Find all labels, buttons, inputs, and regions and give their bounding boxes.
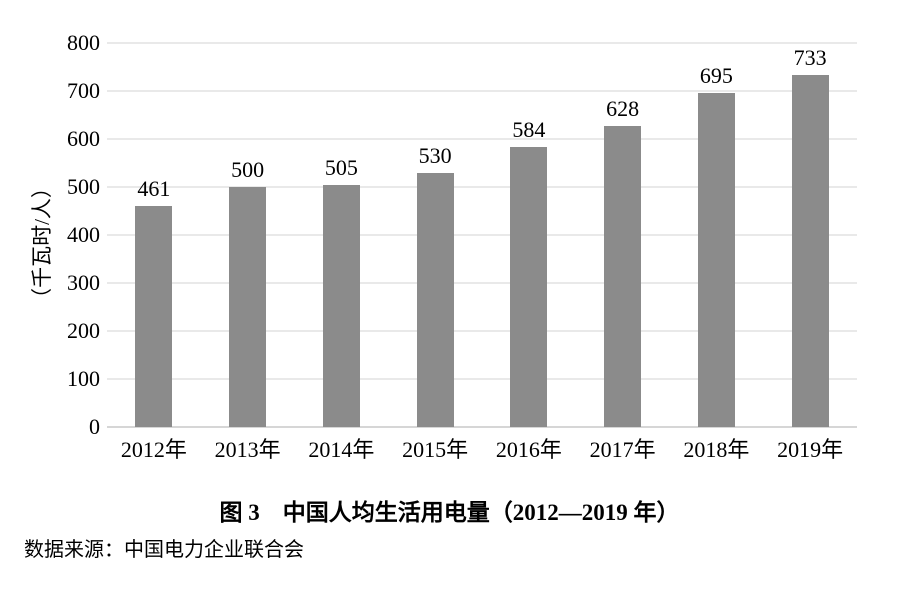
figure-caption: 图 3 中国人均生活用电量（2012—2019 年） xyxy=(219,500,680,525)
plot-area: 461 500 505 530 584 628 695 733 xyxy=(107,42,857,428)
bar-value-label: 505 xyxy=(324,155,358,180)
x-tick-label: 2013年 xyxy=(214,437,281,462)
y-tick-label: 600 xyxy=(67,126,100,151)
bar-value-label: 530 xyxy=(418,143,452,168)
gridline xyxy=(107,330,857,332)
bar-2016年 xyxy=(510,147,548,427)
bar-value-label: 628 xyxy=(606,96,640,121)
x-axis-line xyxy=(107,426,857,428)
gridline xyxy=(107,378,857,380)
x-tick-label: 2017年 xyxy=(589,437,656,462)
bar-2015年 xyxy=(416,173,454,427)
gridline xyxy=(107,186,857,188)
x-tick-label: 2014年 xyxy=(308,437,375,462)
gridline xyxy=(107,234,857,236)
x-tick-label: 2019年 xyxy=(777,437,844,462)
y-tick-label: 400 xyxy=(67,222,100,247)
y-tick-label: 500 xyxy=(67,174,100,199)
bar-value-label: 500 xyxy=(231,157,265,182)
y-axis-ticks: 0 100 200 300 400 500 600 700 800 xyxy=(0,30,100,439)
y-tick-label: 200 xyxy=(67,318,100,343)
x-tick-label: 2018年 xyxy=(683,437,750,462)
gridline xyxy=(107,90,857,92)
gridline xyxy=(107,42,857,44)
bar-2017年 xyxy=(604,126,642,427)
bar-2014年 xyxy=(322,185,360,427)
bar-value-label: 584 xyxy=(512,117,546,142)
bar-2019年 xyxy=(791,75,829,427)
data-source-note: 数据来源：中国电力企业联合会 xyxy=(24,539,304,561)
gridline xyxy=(107,282,857,284)
x-tick-label: 2016年 xyxy=(495,437,562,462)
y-tick-label: 100 xyxy=(67,366,100,391)
bar-value-label: 461 xyxy=(137,176,171,201)
gridline xyxy=(107,138,857,140)
x-tick-label: 2015年 xyxy=(402,437,469,462)
bar-value-label: 695 xyxy=(699,63,733,88)
x-tick-label: 2012年 xyxy=(120,437,187,462)
y-tick-label: 0 xyxy=(89,414,100,439)
bar-value-label: 733 xyxy=(793,45,827,70)
bar-2018年 xyxy=(697,93,735,427)
x-axis-ticks: 2012年 2013年 2014年 2015年 2016年 2017年 2018年 2019年 xyxy=(107,437,857,467)
y-tick-label: 300 xyxy=(67,270,100,295)
y-tick-label: 700 xyxy=(67,78,100,103)
bar-2013年 xyxy=(229,187,267,427)
bar-2012年 xyxy=(135,206,173,427)
y-tick-label: 800 xyxy=(67,30,100,55)
